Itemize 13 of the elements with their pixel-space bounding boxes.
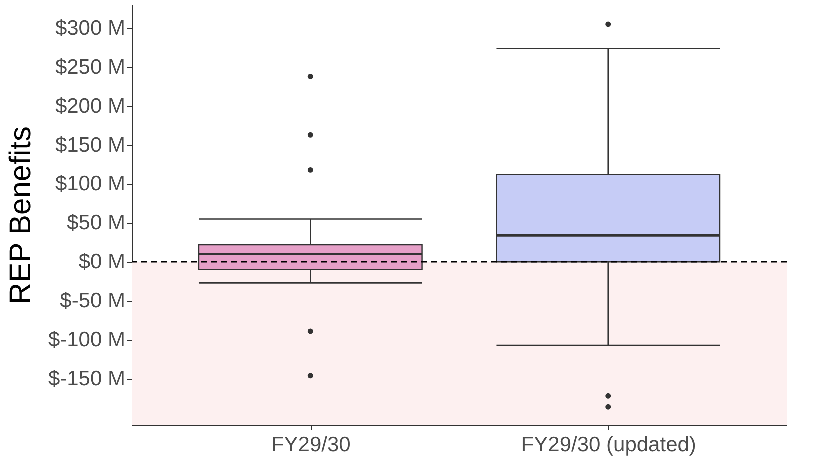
y-tick-label: $-50 M [60,290,126,313]
y-axis-title: REP Benefits [4,126,38,304]
y-tick-label: $250 M [55,56,126,79]
y-tick-label: $300 M [55,16,126,40]
y-tick-label: $150 M [55,134,126,157]
x-tick-label: FY29/30 [271,434,351,456]
y-tick-label: $0 M [78,250,126,274]
y-tick-label: $-100 M [48,328,126,352]
y-tick-label: $-150 M [48,368,126,391]
x-tick-label: FY29/30 (updated) [521,434,696,456]
y-tick-label: $200 M [55,94,126,118]
y-tick-label: $100 M [55,172,126,196]
y-tick-label: $50 M [67,212,126,235]
